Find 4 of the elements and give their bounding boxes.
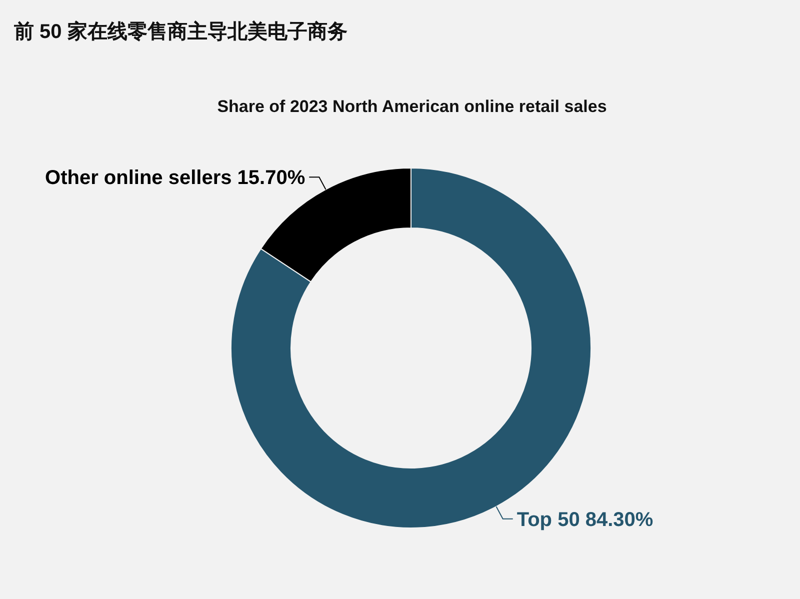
slice-label: Other online sellers 15.70% — [45, 167, 306, 190]
chart-title: 前 50 家在线零售商主导北美电子商务 — [13, 20, 348, 43]
slice-label: Top 50 84.30% — [516, 508, 654, 531]
chart-subtitle: Share of 2023 North American online retail sales — [217, 97, 607, 116]
